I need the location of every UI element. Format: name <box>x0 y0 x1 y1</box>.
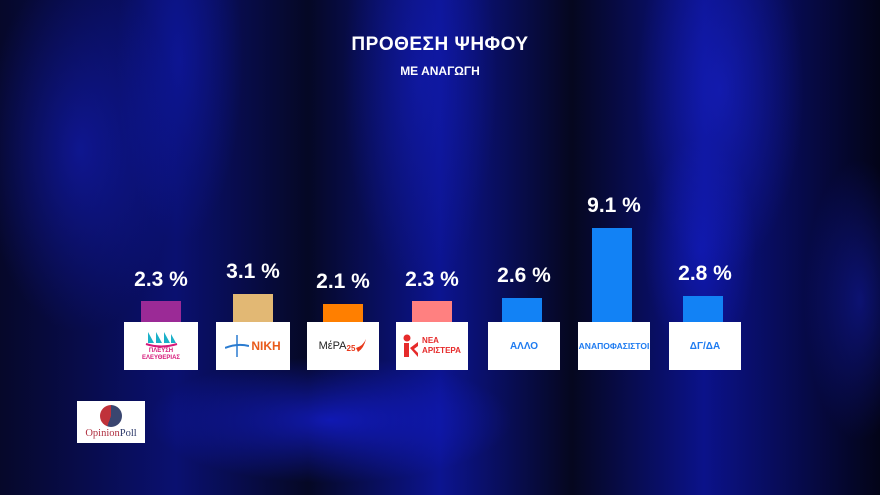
party-logo-nea-aristera: ΝΕΑ ΑΡΙΣΤΕΡΑ <box>396 322 468 370</box>
category-label-allo: ΑΛΛΟ <box>488 322 560 370</box>
value-label: 2.3 % <box>405 268 459 291</box>
nea-aristera-emblem-icon <box>403 334 419 357</box>
bar-nea-aristera <box>412 301 452 322</box>
swallow-bird-icon <box>356 339 367 352</box>
bar-mera25 <box>323 304 363 322</box>
value-label: 2.1 % <box>316 270 370 293</box>
bar-plefsi <box>141 301 181 322</box>
value-label: 9.1 % <box>587 194 641 217</box>
value-label: 2.6 % <box>497 264 551 287</box>
chart-subtitle: ΜΕ ΑΝΑΓΩΓΗ <box>400 64 480 78</box>
wind-turbine-icon <box>225 335 250 357</box>
party-logo-plefsi: ΠΛΕΥΣΗ ΕΛΕΥΘΕΡΙΑΣ <box>124 322 198 370</box>
value-label: 2.8 % <box>678 262 732 285</box>
value-label: 2.3 % <box>134 268 188 291</box>
party-logo-mera25: ΜέΡΑ 25 <box>307 322 379 370</box>
chart-title: ΠΡΟΘΕΣΗ ΨΗΦΟΥ <box>351 34 529 55</box>
ship-icon <box>145 332 178 348</box>
value-label: 3.1 % <box>226 260 280 283</box>
opinion-poll-logo: OpinionPoll <box>77 401 145 443</box>
category-label-anapofasistoi: ΑΝΑΠΟΦΑΣΙΣΤΟΙ <box>578 322 650 370</box>
category-label-dg-da: ΔΓ/ΔΑ <box>669 322 741 370</box>
bar-niki <box>233 294 273 322</box>
bar-dg-da <box>683 296 723 322</box>
pie-circle-icon <box>100 405 122 427</box>
bar-allo <box>502 298 542 322</box>
bar-anapofasistoi <box>592 228 632 322</box>
party-logo-niki: ΝΙΚΗ <box>216 322 290 370</box>
